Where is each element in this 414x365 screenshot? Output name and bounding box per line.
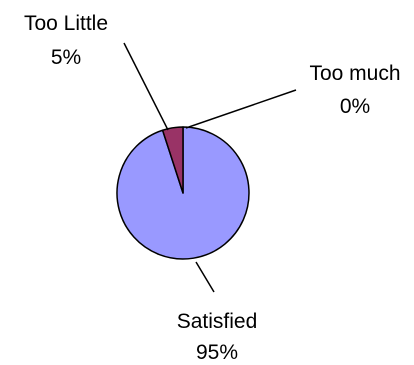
data-labels: Too Little 5% Too much 0% Satisfied 95% (24, 12, 401, 364)
leader-lines (123, 42, 297, 293)
slice-value-satisfied: 95% (196, 341, 238, 364)
leader-line-too-much (185, 89, 297, 129)
pie-slices (116, 126, 250, 260)
slice-too-little (161, 126, 184, 194)
slice-value-too-little: 5% (51, 46, 81, 69)
slice-label-too-little: Too Little (24, 12, 108, 35)
slice-label-too-much: Too much (309, 62, 400, 85)
leader-line-satisfied (195, 261, 215, 293)
leader-line-too-little (123, 42, 169, 131)
slice-label-satisfied: Satisfied (177, 310, 258, 333)
slice-value-too-much: 0% (340, 95, 370, 118)
